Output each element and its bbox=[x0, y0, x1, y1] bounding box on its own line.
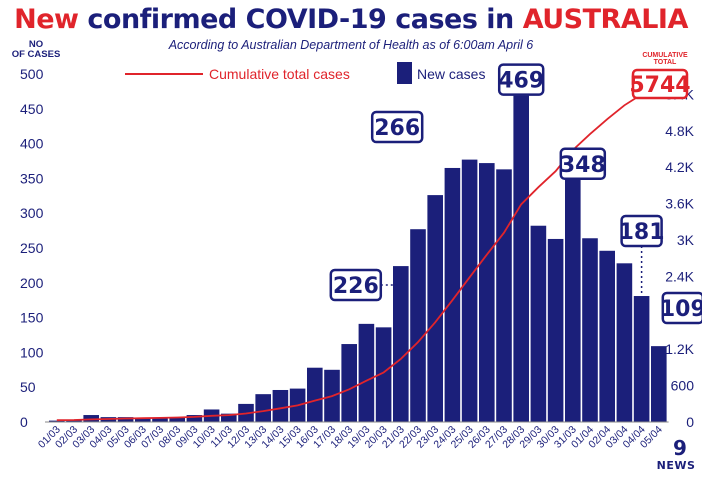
bar bbox=[427, 195, 443, 422]
bar bbox=[479, 163, 495, 422]
bar bbox=[633, 296, 650, 422]
bar bbox=[49, 420, 65, 422]
bar bbox=[410, 229, 426, 422]
nine-network-logo-icon: 9 bbox=[673, 436, 687, 460]
right-tick-label: 2.4K bbox=[665, 268, 694, 284]
title-middle: confirmed COVID-19 cases in bbox=[78, 4, 523, 35]
left-tick-label: 200 bbox=[20, 275, 44, 291]
legend-line-swatch bbox=[125, 73, 203, 75]
bar bbox=[186, 415, 203, 422]
right-tick-label: 1.2K bbox=[665, 341, 694, 357]
left-tick-label: 300 bbox=[20, 205, 44, 221]
bar bbox=[152, 417, 168, 422]
right-tick-label: 4.2K bbox=[665, 159, 694, 175]
bar bbox=[461, 159, 478, 422]
bar bbox=[599, 250, 615, 422]
callout-label-box bbox=[559, 147, 607, 181]
legend-bar-swatch bbox=[397, 62, 412, 84]
left-tick-label: 150 bbox=[20, 310, 44, 326]
callout-label-box bbox=[661, 291, 702, 325]
cumulative-line bbox=[56, 72, 660, 422]
left-tick-label: 100 bbox=[20, 344, 44, 360]
bar bbox=[358, 323, 375, 422]
bar bbox=[341, 344, 357, 422]
right-tick-label: 4.8K bbox=[665, 123, 694, 139]
right-tick-label: 3K bbox=[677, 232, 695, 248]
left-tick-label: 450 bbox=[20, 101, 44, 117]
bar bbox=[221, 413, 237, 422]
bar bbox=[169, 417, 185, 422]
bar bbox=[496, 169, 512, 422]
left-tick-label: 0 bbox=[20, 414, 28, 430]
callout-label: 226 bbox=[333, 274, 379, 299]
chart-title: New confirmed COVID-19 cases in AUSTRALI… bbox=[0, 4, 702, 36]
nine-news-logo: 9 NEWS bbox=[656, 438, 696, 474]
bar bbox=[117, 417, 134, 422]
bar bbox=[393, 266, 409, 422]
left-tick-label: 350 bbox=[20, 170, 44, 186]
chart-subtitle: According to Australian Department of He… bbox=[168, 38, 534, 52]
legend-line-label: Cumulative total cases bbox=[209, 66, 350, 82]
left-tick-label: 400 bbox=[20, 136, 44, 152]
bar bbox=[255, 394, 271, 422]
right-tick-label: 600 bbox=[671, 378, 695, 394]
callout-cumulative-box bbox=[631, 68, 689, 100]
bar bbox=[513, 95, 529, 423]
left-axis-title: NO OF CASES bbox=[11, 39, 61, 60]
callout-label-box bbox=[370, 110, 424, 144]
right-tick-label: 3.6K bbox=[665, 196, 694, 212]
bar bbox=[66, 419, 82, 422]
bar bbox=[444, 167, 461, 422]
callout-label: 266 bbox=[374, 116, 420, 141]
callout-cumulative: 5744 bbox=[629, 73, 690, 98]
bar bbox=[375, 327, 392, 422]
left-tick-label: 250 bbox=[20, 240, 44, 256]
bar bbox=[135, 418, 151, 422]
callout-label: 469 bbox=[498, 69, 544, 94]
bar bbox=[547, 238, 564, 422]
logo-text: NEWS bbox=[656, 459, 696, 472]
bar bbox=[530, 225, 547, 422]
bar bbox=[565, 179, 581, 422]
right-tick-label: 0 bbox=[686, 414, 694, 430]
title-country: AUSTRALIA bbox=[522, 4, 689, 35]
bar bbox=[616, 263, 633, 422]
bar bbox=[582, 238, 598, 422]
bar bbox=[651, 346, 667, 422]
left-tick-label: 50 bbox=[20, 379, 36, 395]
legend-bar-label: New cases bbox=[417, 66, 486, 82]
title-new: New bbox=[14, 4, 79, 35]
callout-label-box bbox=[497, 63, 545, 96]
callout-label: 109 bbox=[660, 297, 702, 322]
right-axis-title: CUMULATIVE TOTAL bbox=[642, 52, 688, 66]
callout-label: 181 bbox=[619, 220, 665, 245]
callout-label: 348 bbox=[560, 153, 606, 178]
left-tick-label: 500 bbox=[20, 66, 44, 82]
bar bbox=[272, 389, 289, 422]
bar bbox=[307, 367, 323, 422]
callout-leader bbox=[380, 266, 402, 286]
